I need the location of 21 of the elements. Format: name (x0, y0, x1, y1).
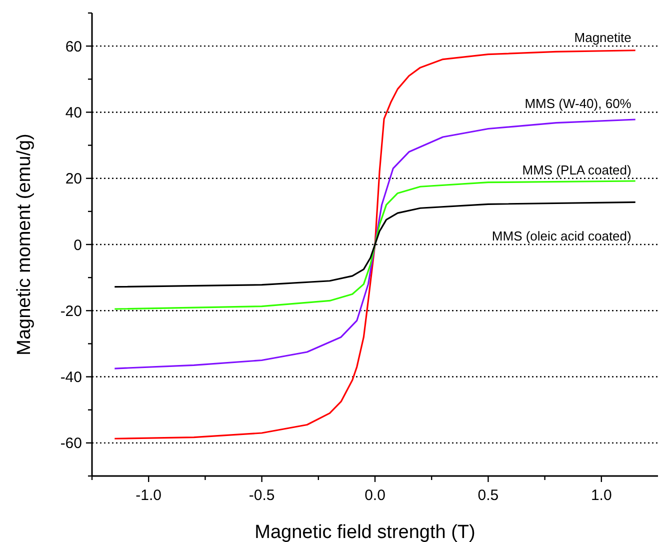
y-tick-label: 40 (65, 104, 82, 122)
series-label: Magnetite (574, 30, 632, 46)
y-tick-label: 60 (65, 38, 82, 56)
y-tick-label: 0 (74, 236, 82, 254)
line-series (114, 118, 636, 370)
line-series (114, 50, 636, 440)
x-tick-label: 0.5 (478, 487, 499, 504)
x-tick-label: -1.0 (136, 487, 162, 504)
y-tick-label: -60 (60, 435, 82, 452)
x-tick-label: -0.5 (248, 487, 275, 504)
x-tick-label: 0.0 (364, 487, 386, 504)
y-tick-label: -40 (60, 369, 82, 386)
y-tick-label: -20 (60, 302, 82, 320)
line-series (114, 180, 636, 310)
y-axis-title: Magnetic moment (emu/g) (14, 134, 35, 356)
series-label: MMS (oleic acid coated) (492, 228, 632, 244)
y-tick-label: 20 (65, 170, 82, 188)
x-axis-title: Magnetic field strength (T) (254, 522, 476, 542)
series-label: MMS (PLA coated) (522, 162, 632, 178)
series-label: MMS (W-40), 60% (524, 96, 632, 112)
x-tick-label: 1.0 (590, 487, 612, 504)
